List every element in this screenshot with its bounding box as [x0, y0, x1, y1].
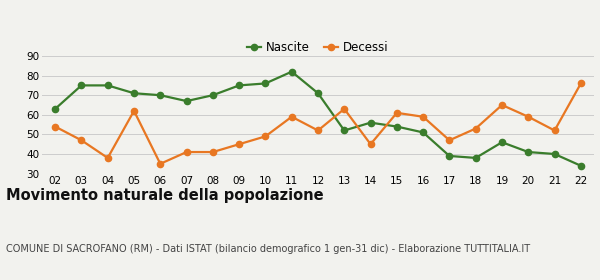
Text: Movimento naturale della popolazione: Movimento naturale della popolazione [6, 188, 323, 203]
Legend: Nascite, Decessi: Nascite, Decessi [242, 36, 394, 59]
Text: COMUNE DI SACROFANO (RM) - Dati ISTAT (bilancio demografico 1 gen-31 dic) - Elab: COMUNE DI SACROFANO (RM) - Dati ISTAT (b… [6, 244, 530, 254]
